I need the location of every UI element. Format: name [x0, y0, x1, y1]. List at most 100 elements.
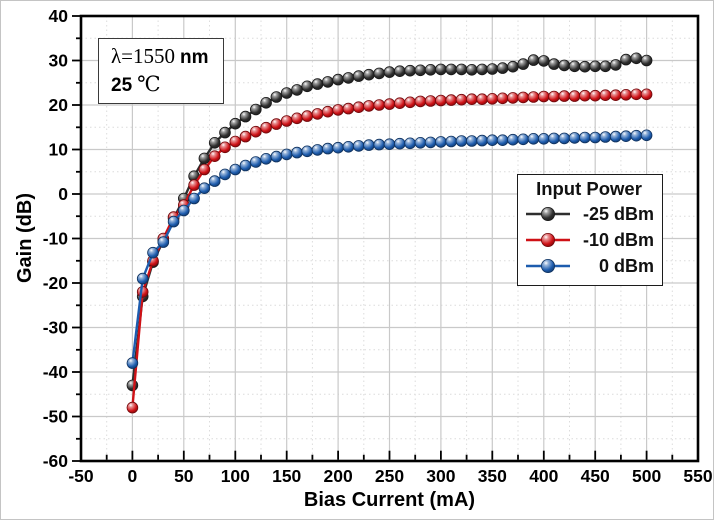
data-point [342, 72, 355, 84]
y-tick-label: -60 [43, 451, 69, 471]
data-point [486, 134, 499, 147]
x-tick-label: 450 [581, 466, 610, 486]
data-point [445, 63, 458, 76]
data-point [589, 89, 601, 102]
legend-marker-icon [526, 259, 570, 273]
data-point [579, 131, 591, 144]
x-axis-title: Bias Current (mA) [303, 489, 476, 511]
legend: Input Power -25 dBm -10 dBm 0 dBm [517, 174, 663, 286]
data-point [363, 100, 375, 112]
data-point [393, 97, 406, 109]
data-point [599, 89, 612, 101]
data-point [476, 63, 488, 76]
data-point [404, 96, 416, 109]
data-point [363, 68, 375, 81]
legend-item-minus10dbm: -10 dBm [524, 227, 654, 253]
legend-item-label: 0 dBm [598, 255, 654, 276]
data-point [435, 63, 447, 76]
data-point [527, 54, 540, 66]
data-point [178, 204, 190, 217]
data-point [640, 129, 653, 142]
data-point [424, 64, 437, 76]
data-point [496, 62, 509, 74]
data-point [219, 126, 231, 139]
data-point [445, 135, 458, 148]
y-tick-label: -20 [43, 273, 69, 293]
data-point [311, 144, 324, 156]
x-tick-label: 500 [632, 466, 661, 486]
data-point [568, 60, 581, 73]
data-point [291, 112, 303, 125]
data-point [311, 78, 324, 90]
data-point [507, 92, 519, 104]
data-point [280, 115, 293, 127]
data-point [229, 135, 242, 148]
series--10-dbm [126, 88, 653, 414]
data-point [188, 192, 200, 205]
data-point [229, 163, 242, 176]
data-point [579, 60, 591, 73]
data-point [332, 73, 344, 86]
data-point [517, 133, 529, 146]
data-point [537, 90, 550, 103]
data-point [260, 153, 272, 165]
data-point [198, 182, 211, 195]
data-point [321, 105, 334, 118]
data-point [239, 159, 252, 172]
data-point [198, 163, 211, 176]
data-point [517, 91, 529, 104]
series-0-dbm [126, 129, 653, 369]
data-point [342, 141, 355, 153]
data-point [270, 150, 283, 163]
data-point [393, 65, 406, 77]
data-point [507, 133, 519, 146]
data-point [136, 272, 149, 285]
data-point [609, 89, 622, 101]
data-point [188, 179, 200, 191]
data-point [229, 117, 242, 130]
data-point [507, 60, 519, 73]
legend-item-label: -10 dBm [582, 229, 654, 250]
legend-item-0dbm: 0 dBm [524, 253, 654, 279]
data-point [455, 135, 468, 147]
temperature-value: 25 [111, 74, 133, 96]
data-point [208, 137, 221, 149]
y-tick-label: -10 [43, 229, 69, 249]
data-point [219, 168, 231, 181]
data-point [373, 67, 386, 80]
data-point [640, 54, 653, 67]
data-point [352, 101, 365, 113]
data-point [568, 132, 581, 144]
x-tick-label: 0 [128, 466, 138, 486]
data-point [414, 137, 427, 149]
data-point [465, 64, 478, 76]
data-point [517, 58, 529, 70]
data-point [435, 94, 447, 107]
data-point [321, 142, 334, 155]
x-tick-label: -50 [68, 466, 94, 486]
data-point [157, 236, 170, 248]
data-point [208, 175, 221, 187]
y-tick-label: -50 [43, 407, 69, 427]
data-point [291, 146, 303, 159]
data-point [558, 59, 571, 72]
data-point [352, 140, 365, 152]
data-point [352, 70, 365, 82]
wavelength-value: λ=1550 [111, 44, 176, 68]
data-point [414, 64, 427, 77]
data-point [291, 84, 303, 96]
data-point [548, 58, 560, 70]
data-point [383, 138, 396, 151]
legend-marker-icon [526, 233, 570, 247]
data-point [198, 152, 211, 165]
data-point [630, 52, 643, 65]
data-point [599, 60, 612, 73]
data-point [496, 92, 509, 105]
data-point [219, 141, 231, 154]
data-point [260, 121, 272, 134]
legend-marker-icon [526, 207, 570, 221]
x-axis: -50 0 50 100 150 200 250 300 350 400 450 500 550 [68, 450, 713, 486]
data-point [239, 110, 252, 123]
data-point [424, 136, 437, 149]
